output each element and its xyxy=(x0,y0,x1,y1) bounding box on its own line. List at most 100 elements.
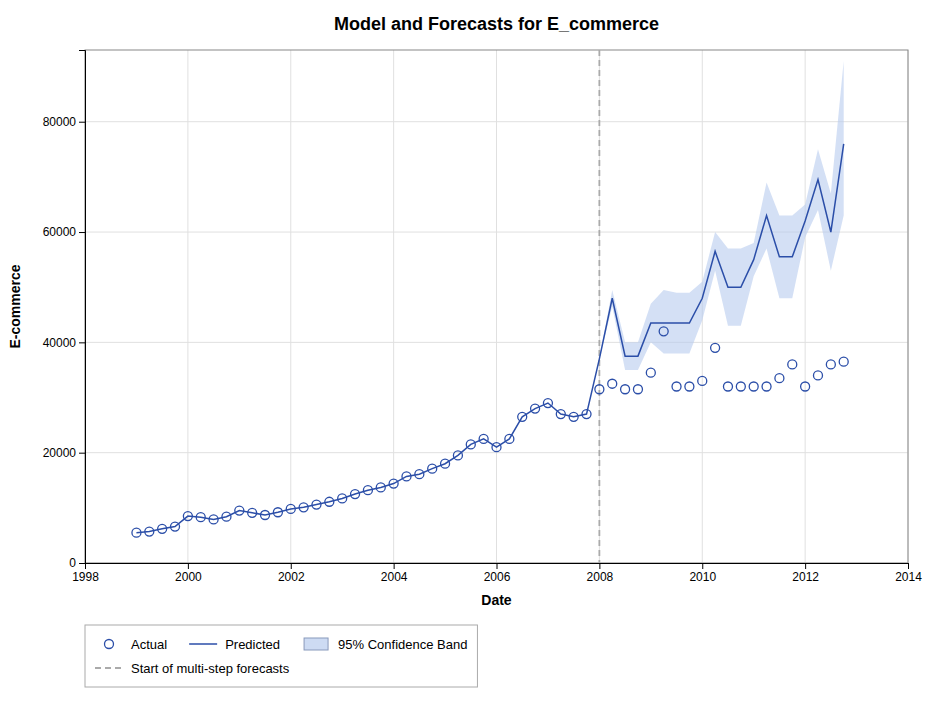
point xyxy=(171,522,180,531)
tick-mark xyxy=(188,563,189,569)
point xyxy=(762,382,771,391)
point xyxy=(389,479,398,488)
tick: 2012 xyxy=(792,563,819,584)
grid-line-x xyxy=(393,50,394,563)
point xyxy=(299,503,308,512)
tick-label: 2010 xyxy=(689,570,716,584)
legend-label: Actual xyxy=(131,637,167,652)
tick-label: 2014 xyxy=(895,570,922,584)
legend-item: Predicted xyxy=(189,637,280,652)
tick-label: 2002 xyxy=(278,570,305,584)
grid-line-y xyxy=(85,121,908,122)
point xyxy=(518,412,527,421)
tick: 80000 xyxy=(43,115,85,129)
title: Model and Forecasts for E_commerce xyxy=(334,14,659,34)
point xyxy=(286,504,295,513)
tick: 0 xyxy=(69,556,85,570)
point xyxy=(351,490,360,499)
tick-mark xyxy=(79,232,85,233)
point xyxy=(826,360,835,369)
tick-label: 40000 xyxy=(43,336,77,350)
legend-label: 95% Confidence Band xyxy=(338,637,467,652)
legend-label: Start of multi-step forecasts xyxy=(131,661,290,676)
point xyxy=(711,343,720,352)
point xyxy=(466,440,475,449)
point xyxy=(801,382,810,391)
point xyxy=(222,512,231,521)
point xyxy=(723,382,732,391)
axis-line xyxy=(79,51,86,564)
legend-item: Start of multi-step forecasts xyxy=(95,661,290,676)
point xyxy=(698,376,707,385)
point xyxy=(492,443,501,452)
grid-line-x xyxy=(187,50,188,563)
point xyxy=(248,508,257,517)
tick: 2008 xyxy=(587,563,614,584)
point xyxy=(582,410,591,419)
point xyxy=(621,385,630,394)
tick-mark xyxy=(599,563,600,569)
point xyxy=(132,528,141,537)
tick: 1998 xyxy=(72,563,99,584)
grid-line-y xyxy=(85,342,908,343)
point xyxy=(569,412,578,421)
tick-mark xyxy=(291,563,292,569)
point xyxy=(376,483,385,492)
legend-symbol xyxy=(105,640,114,649)
tick: 2000 xyxy=(175,563,202,584)
grid-line-x xyxy=(599,50,600,563)
tick-mark xyxy=(79,563,85,564)
grid-line-x xyxy=(290,50,291,563)
legend-symbol xyxy=(189,643,217,645)
point xyxy=(659,327,668,336)
tick-mark xyxy=(79,342,85,343)
point xyxy=(608,379,617,388)
grid-line-y xyxy=(85,452,908,453)
point xyxy=(312,500,321,509)
point xyxy=(261,511,270,520)
point xyxy=(839,357,848,366)
tick: 60000 xyxy=(43,225,85,239)
grid xyxy=(85,50,908,563)
plot-area: 1998 2000 2002 2004 2006 2008 2010 2012 2014 0 200… xyxy=(7,50,922,608)
tick: 2004 xyxy=(381,563,408,584)
legend-items: Actual Predicted 95% Confidence Band Start … xyxy=(95,637,467,676)
point xyxy=(235,506,244,515)
legend-label: Predicted xyxy=(225,637,280,652)
tick: 2006 xyxy=(484,563,511,584)
tick-label: 2004 xyxy=(381,570,408,584)
tick: 40000 xyxy=(43,336,85,350)
point xyxy=(363,486,372,495)
point xyxy=(556,410,565,419)
tick-mark xyxy=(394,563,395,569)
y-axis-label: E-commerce xyxy=(7,264,23,348)
point xyxy=(441,459,450,468)
point xyxy=(209,515,218,524)
point xyxy=(479,434,488,443)
point xyxy=(531,404,540,413)
point xyxy=(428,464,437,473)
legend-symbol xyxy=(304,638,328,650)
point xyxy=(788,360,797,369)
tick: 2010 xyxy=(689,563,716,584)
tick-label: 80000 xyxy=(43,115,77,129)
point xyxy=(453,451,462,460)
line-series xyxy=(136,144,843,533)
point xyxy=(196,513,205,522)
point xyxy=(145,527,154,536)
tick-mark xyxy=(805,563,806,569)
tick-mark xyxy=(702,563,703,569)
point xyxy=(646,368,655,377)
point xyxy=(158,524,167,533)
tick-label: 2012 xyxy=(792,570,819,584)
tick: 2002 xyxy=(278,563,305,584)
legend-item: Actual xyxy=(105,637,168,652)
tick-label: 0 xyxy=(69,556,76,570)
point xyxy=(813,371,822,380)
tick-label: 20000 xyxy=(43,446,77,460)
point xyxy=(338,494,347,503)
tick-label: 1998 xyxy=(72,570,99,584)
y-axis: 0 20000 40000 60000 80000 xyxy=(43,51,86,571)
legend-box xyxy=(85,625,477,687)
grid-line-x xyxy=(805,50,806,563)
